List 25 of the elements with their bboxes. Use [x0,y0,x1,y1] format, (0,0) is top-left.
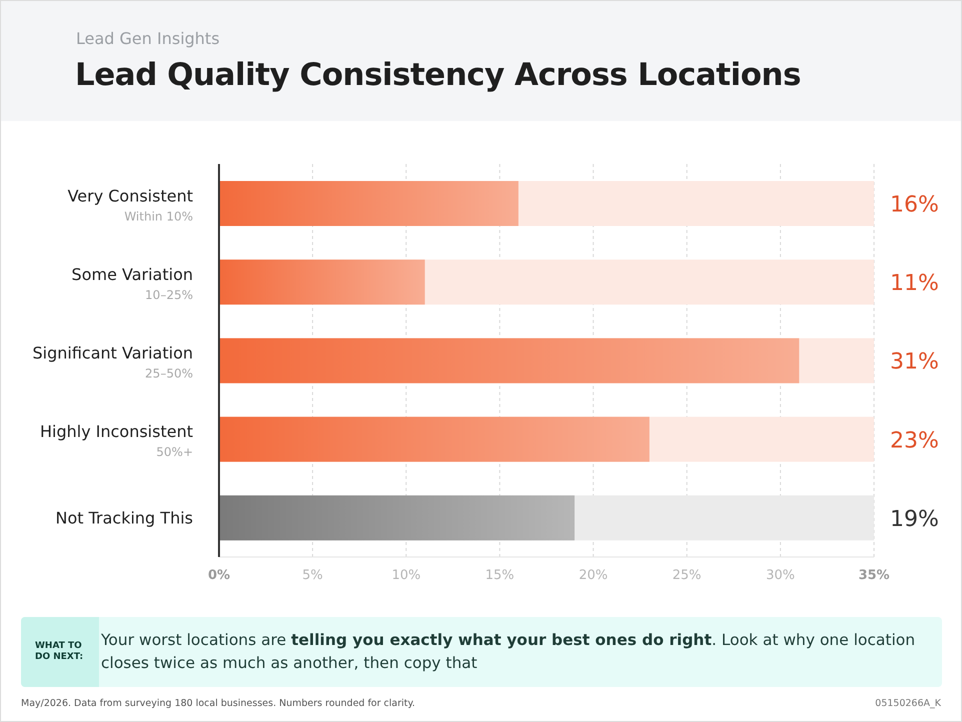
data-label: 23% [890,428,939,454]
data-label: 16% [890,192,939,218]
x-tick-label: 20% [578,568,608,583]
y-tick-label: Very Consistent Within 10% [68,186,193,224]
data-label: 11% [890,271,939,296]
text: Your worst locations are [101,631,286,649]
x-tick-label: 0% [208,568,230,583]
x-tick-label: 5% [302,568,323,583]
chart-title: Lead Quality Consistency Across Locations [75,57,801,93]
y-tick-label: Significant Variation 25–50% [32,344,193,380]
chart-subtitle: Lead Gen Insights [76,29,220,48]
data-label: 19% [890,506,939,532]
x-tick-label: 35% [858,568,890,583]
y-tick-label: Highly Inconsistent 50%+ [40,422,193,460]
text: WHAT TO DO NEXT: [35,641,84,663]
x-tick-label: 10% [392,568,421,583]
x-tick-label: 25% [672,568,702,583]
y-tick-label: Not Tracking This [55,508,193,528]
data-label: 31% [890,350,939,375]
y-tick-label: Some Variation 10–25% [72,264,193,302]
text: 05150266A_K [875,698,941,709]
text: telling you exactly what your best ones do right [291,631,712,649]
x-tick-label: 15% [485,568,514,583]
x-tick-label: 30% [766,568,795,583]
text: May/2026. Data from surveying 180 local businesses. Numbers rounded for clarity. [21,698,416,709]
